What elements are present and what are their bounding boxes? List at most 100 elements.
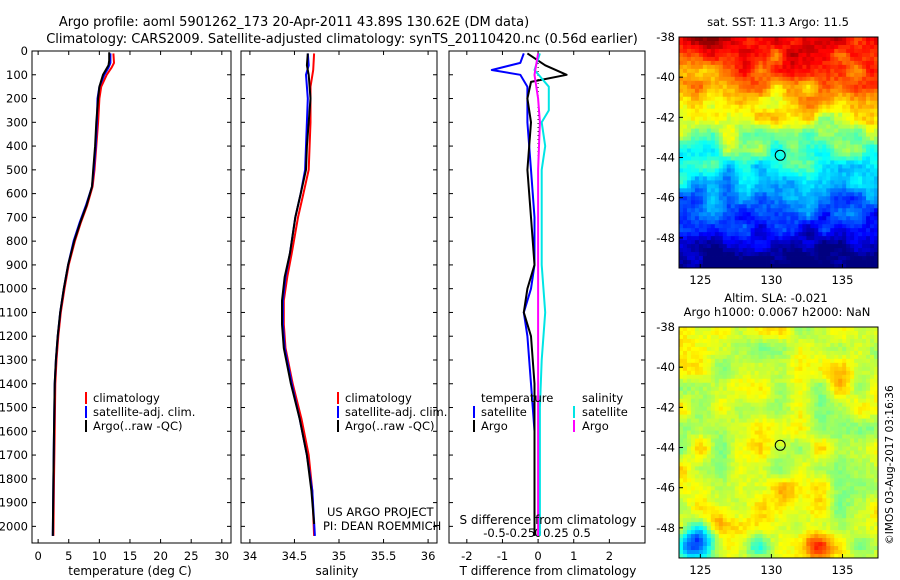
heatmap-cell — [774, 398, 779, 404]
heatmap-cell — [778, 418, 783, 423]
heatmap-cell — [679, 120, 684, 126]
heatmap-cell — [842, 216, 847, 221]
heatmap-cell — [714, 252, 720, 257]
heatmap-cell — [834, 450, 839, 455]
heatmap-cell — [786, 256, 791, 261]
heatmap-cell — [754, 410, 759, 416]
heatmap-cell — [682, 462, 688, 467]
heatmap-cell — [750, 224, 756, 229]
heatmap-cell — [746, 466, 752, 471]
heatmap-cell — [870, 426, 875, 431]
heatmap-cell — [846, 40, 851, 46]
heatmap-cell — [826, 252, 831, 257]
heatmap-cell — [794, 220, 799, 225]
heatmap-cell — [754, 244, 759, 249]
heatmap-cell — [722, 466, 728, 471]
heatmap-cell — [726, 176, 732, 181]
heatmap-cell — [679, 446, 684, 451]
heatmap-cell — [690, 374, 696, 380]
heatmap-cell — [790, 390, 795, 396]
heatmap-cell — [822, 430, 827, 435]
heatmap-cell — [750, 104, 756, 110]
heatmap-cell — [798, 334, 803, 340]
heatmap-cell — [874, 358, 879, 364]
heatmap-cell — [746, 370, 752, 376]
heatmap-cell — [754, 200, 759, 205]
heatmap-cell — [770, 458, 775, 463]
heatmap-cell — [682, 100, 688, 106]
heatmap-cell — [802, 434, 807, 439]
heatmap-cell — [802, 240, 807, 245]
heatmap-cell — [690, 52, 696, 58]
heatmap-cell — [790, 434, 795, 439]
heatmap-cell — [770, 470, 775, 475]
heatmap-cell — [830, 216, 835, 221]
heatmap-cell — [810, 92, 815, 98]
heatmap-cell — [786, 370, 791, 376]
heatmap-cell — [734, 414, 740, 419]
heatmap-cell — [802, 394, 807, 400]
heatmap-cell — [718, 224, 724, 229]
heatmap-cell — [710, 398, 716, 404]
heatmap-cell — [802, 40, 807, 46]
heatmap-cell — [846, 438, 851, 443]
heatmap-cell — [814, 362, 819, 368]
heatmap-cell — [854, 256, 859, 261]
heatmap-cell — [846, 256, 851, 261]
heatmap-cell — [686, 327, 692, 332]
heatmap-cell — [870, 44, 875, 50]
heatmap-cell — [846, 370, 851, 376]
heatmap-cell — [854, 136, 859, 141]
heatmap-cell — [802, 48, 807, 54]
heatmap-cell — [746, 68, 752, 74]
heatmap-cell — [718, 454, 724, 459]
heatmap-cell — [754, 414, 759, 419]
heatmap-cell — [766, 442, 771, 447]
heatmap-cell — [706, 132, 712, 137]
heatmap-cell — [679, 116, 684, 122]
heatmap-cell — [742, 192, 748, 197]
heatmap-cell — [702, 204, 708, 209]
heatmap-cell — [846, 470, 851, 475]
y-tick-label: 1400 — [0, 377, 28, 391]
heatmap-cell — [774, 358, 779, 364]
heatmap-cell — [702, 192, 708, 197]
heatmap-cell — [830, 260, 835, 265]
heatmap-cell — [798, 196, 803, 201]
heatmap-cell — [830, 120, 835, 126]
heatmap-cell — [679, 72, 684, 78]
heatmap-cell — [698, 224, 704, 229]
heatmap-cell — [818, 180, 823, 185]
heatmap-cell — [786, 470, 791, 475]
heatmap-cell — [750, 208, 756, 213]
heatmap-cell — [858, 248, 863, 253]
heatmap-cell — [814, 84, 819, 90]
heatmap-cell — [730, 124, 736, 129]
heatmap-cell — [806, 196, 811, 201]
heatmap-cell — [858, 112, 863, 118]
heatmap-cell — [866, 37, 871, 42]
heatmap-cell — [798, 354, 803, 360]
heatmap-cell — [754, 386, 759, 392]
heatmap-cell — [698, 248, 704, 253]
heatmap-cell — [766, 410, 771, 416]
heatmap-cell — [726, 208, 732, 213]
heatmap-cell — [762, 100, 767, 106]
heatmap-cell — [718, 418, 724, 423]
heatmap-cell — [786, 120, 791, 126]
heatmap-cell — [754, 116, 759, 122]
heatmap-cell — [770, 156, 775, 161]
heatmap-cell — [874, 224, 879, 229]
heatmap-cell — [770, 430, 775, 435]
heatmap-cell — [702, 232, 708, 237]
heatmap-cell — [822, 386, 827, 392]
heatmap-cell — [810, 200, 815, 205]
heatmap-cell — [846, 362, 851, 368]
heatmap-cell — [814, 152, 819, 157]
heatmap-cell — [754, 172, 759, 177]
heatmap-cell — [814, 136, 819, 141]
heatmap-cell — [854, 124, 859, 129]
heatmap-cell — [830, 200, 835, 205]
heatmap-cell — [806, 204, 811, 209]
heatmap-cell — [679, 232, 684, 237]
